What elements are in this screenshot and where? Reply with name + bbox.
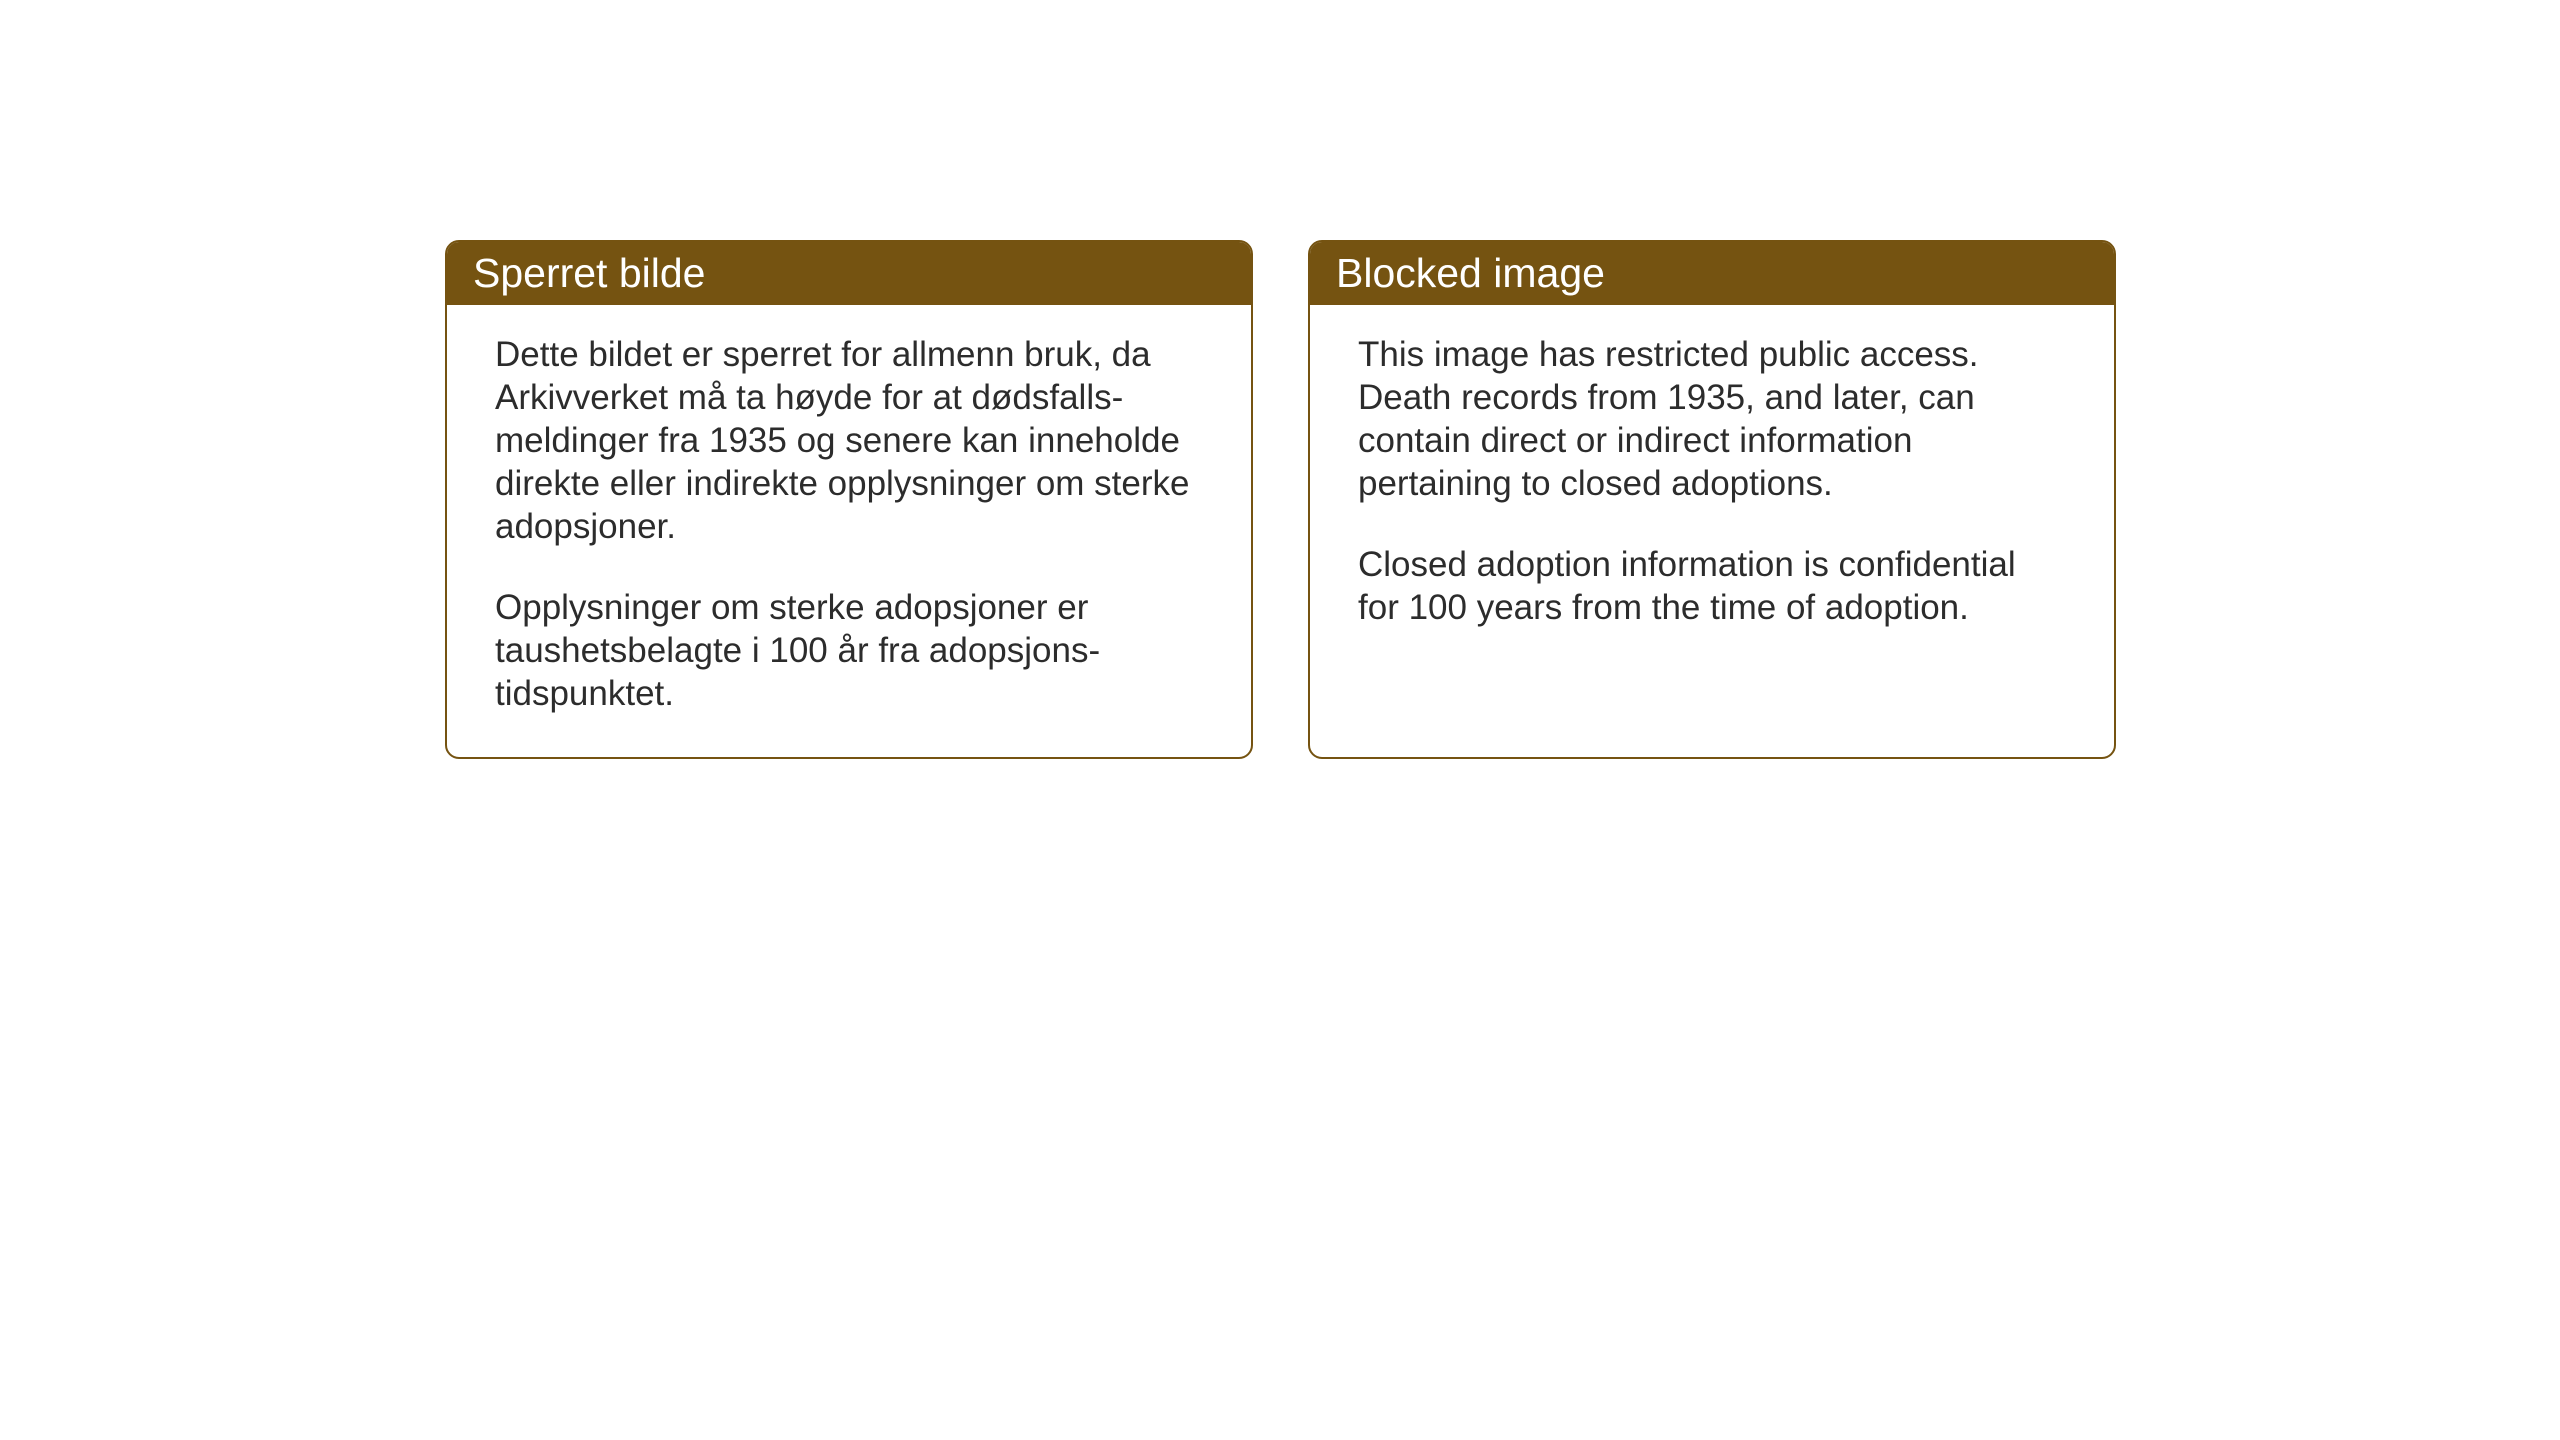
english-card: Blocked image This image has restricted … [1308,240,2116,759]
norwegian-paragraph-2: Opplysninger om sterke adopsjoner er tau… [495,586,1203,715]
norwegian-card: Sperret bilde Dette bildet er sperret fo… [445,240,1253,759]
english-paragraph-1: This image has restricted public access.… [1358,333,2066,505]
english-card-title: Blocked image [1310,242,2114,305]
norwegian-paragraph-1: Dette bildet er sperret for allmenn bruk… [495,333,1203,548]
english-card-body: This image has restricted public access.… [1310,305,2114,671]
english-paragraph-2: Closed adoption information is confident… [1358,543,2066,629]
norwegian-card-title: Sperret bilde [447,242,1251,305]
notice-container: Sperret bilde Dette bildet er sperret fo… [445,240,2116,759]
norwegian-card-body: Dette bildet er sperret for allmenn bruk… [447,305,1251,757]
